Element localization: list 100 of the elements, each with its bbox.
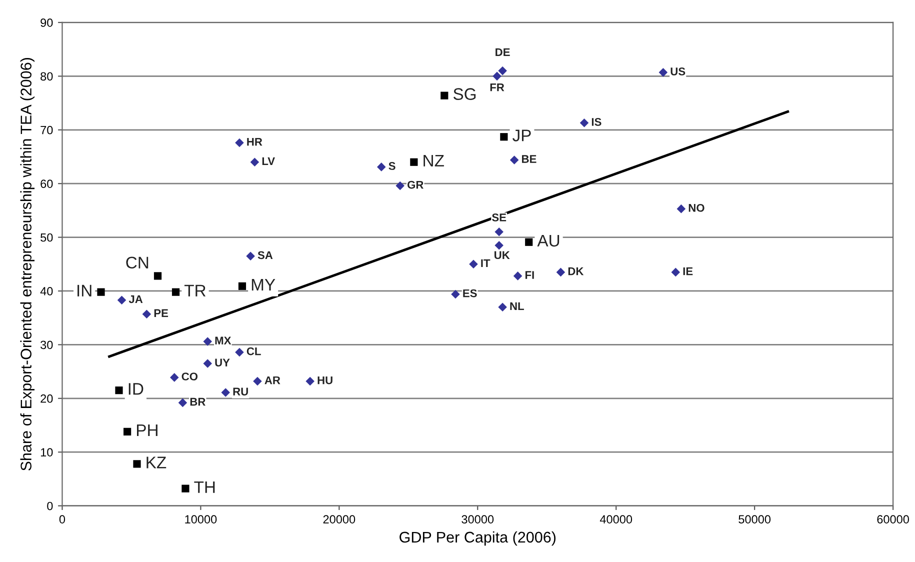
point xyxy=(133,460,141,468)
annotation: TR xyxy=(184,284,206,296)
annotation: IS xyxy=(592,118,602,126)
annotation: SE xyxy=(492,214,506,222)
annotation: BR xyxy=(190,398,206,406)
point xyxy=(469,260,478,269)
y-tick-label: 90 xyxy=(40,18,53,27)
annotation: PH xyxy=(137,424,158,436)
point xyxy=(513,272,522,280)
point xyxy=(182,484,190,492)
annotation: DK xyxy=(568,267,584,276)
point xyxy=(676,204,686,214)
annotation: AU xyxy=(537,234,560,247)
annotation: RU xyxy=(233,388,248,396)
point xyxy=(235,348,244,357)
point xyxy=(377,162,386,172)
point xyxy=(500,133,508,141)
point xyxy=(142,310,152,318)
y-tick-label: 30 xyxy=(40,340,53,350)
point xyxy=(203,337,212,346)
annotation: ES xyxy=(463,289,477,298)
annotation: FR xyxy=(490,84,504,92)
annotation: HU xyxy=(318,376,332,384)
point xyxy=(451,290,460,299)
annotation: ID xyxy=(128,383,144,395)
annotation: JA xyxy=(128,295,143,304)
annotation: TH xyxy=(194,481,215,493)
point xyxy=(306,376,314,386)
point xyxy=(203,359,212,368)
annotation: CL xyxy=(246,347,261,356)
y-tick-label: 80 xyxy=(40,72,53,81)
point xyxy=(494,228,504,236)
annotation: JP xyxy=(512,130,531,142)
y-tick-label: 50 xyxy=(40,233,53,242)
annotation: GR xyxy=(407,180,424,189)
point xyxy=(494,240,504,250)
annotation: LV xyxy=(262,157,275,165)
point xyxy=(510,156,519,164)
annotation: FI xyxy=(525,271,534,279)
annotation: MX xyxy=(215,336,232,344)
point xyxy=(178,398,188,408)
point xyxy=(172,288,180,296)
y-tick-label: 60 xyxy=(40,180,53,188)
x-tick-label: 20000 xyxy=(323,515,356,524)
annotation: IE xyxy=(683,267,693,276)
annotation: DE xyxy=(496,48,510,56)
x-tick-label: 30000 xyxy=(462,515,494,524)
annotation: SG xyxy=(453,88,476,100)
point xyxy=(580,118,589,128)
y-axis-title: Share of Export-Oriented entrepreneurship within TEA (2006) xyxy=(20,58,35,471)
point xyxy=(235,138,244,148)
y-tick-label: 70 xyxy=(40,126,53,134)
point xyxy=(498,66,507,76)
y-tick-label: 20 xyxy=(40,394,53,403)
point xyxy=(246,252,255,260)
annotation: NO xyxy=(688,204,704,212)
annotation: CN xyxy=(126,256,148,268)
annotation: IN xyxy=(78,284,92,296)
x-tick-label: 0 xyxy=(59,515,66,524)
annotation: NZ xyxy=(424,154,444,166)
point xyxy=(238,282,246,290)
x-tick-label: 50000 xyxy=(738,515,771,524)
annotation: NL xyxy=(510,302,524,310)
point xyxy=(170,373,179,382)
annotation: PE xyxy=(154,309,168,317)
annotation: S xyxy=(388,162,396,170)
annotation: UK xyxy=(494,251,510,260)
point xyxy=(498,302,507,312)
point xyxy=(115,386,123,394)
annotation: US xyxy=(670,68,686,76)
point xyxy=(123,428,132,436)
point xyxy=(250,158,260,166)
point xyxy=(253,376,262,386)
annotation: IT xyxy=(481,259,490,268)
annotation: AR xyxy=(264,376,280,384)
point xyxy=(97,288,105,296)
annotation: SA xyxy=(258,251,273,260)
point xyxy=(221,388,230,397)
point xyxy=(440,92,448,100)
annotation: KZ xyxy=(146,456,166,468)
y-tick-label: 40 xyxy=(40,287,53,296)
annotation: MY xyxy=(252,279,276,290)
point xyxy=(556,268,566,277)
point xyxy=(154,272,162,280)
y-tick-label: 0 xyxy=(47,502,53,510)
x-tick-label: 10000 xyxy=(185,515,217,524)
point xyxy=(492,72,502,81)
x-tick-label: 60000 xyxy=(877,515,909,524)
point xyxy=(117,296,126,305)
x-tick-label: 40000 xyxy=(600,515,632,524)
point xyxy=(410,158,418,166)
y-tick-label: 10 xyxy=(40,448,53,456)
point xyxy=(671,268,680,277)
point xyxy=(658,68,668,77)
point xyxy=(525,238,533,246)
annotation: CO xyxy=(182,372,198,380)
annotation: UY xyxy=(215,358,230,366)
x-axis-title: GDP Per Capita (2006) xyxy=(400,531,556,546)
annotation: BE xyxy=(522,155,536,163)
annotation: HR xyxy=(247,138,262,146)
